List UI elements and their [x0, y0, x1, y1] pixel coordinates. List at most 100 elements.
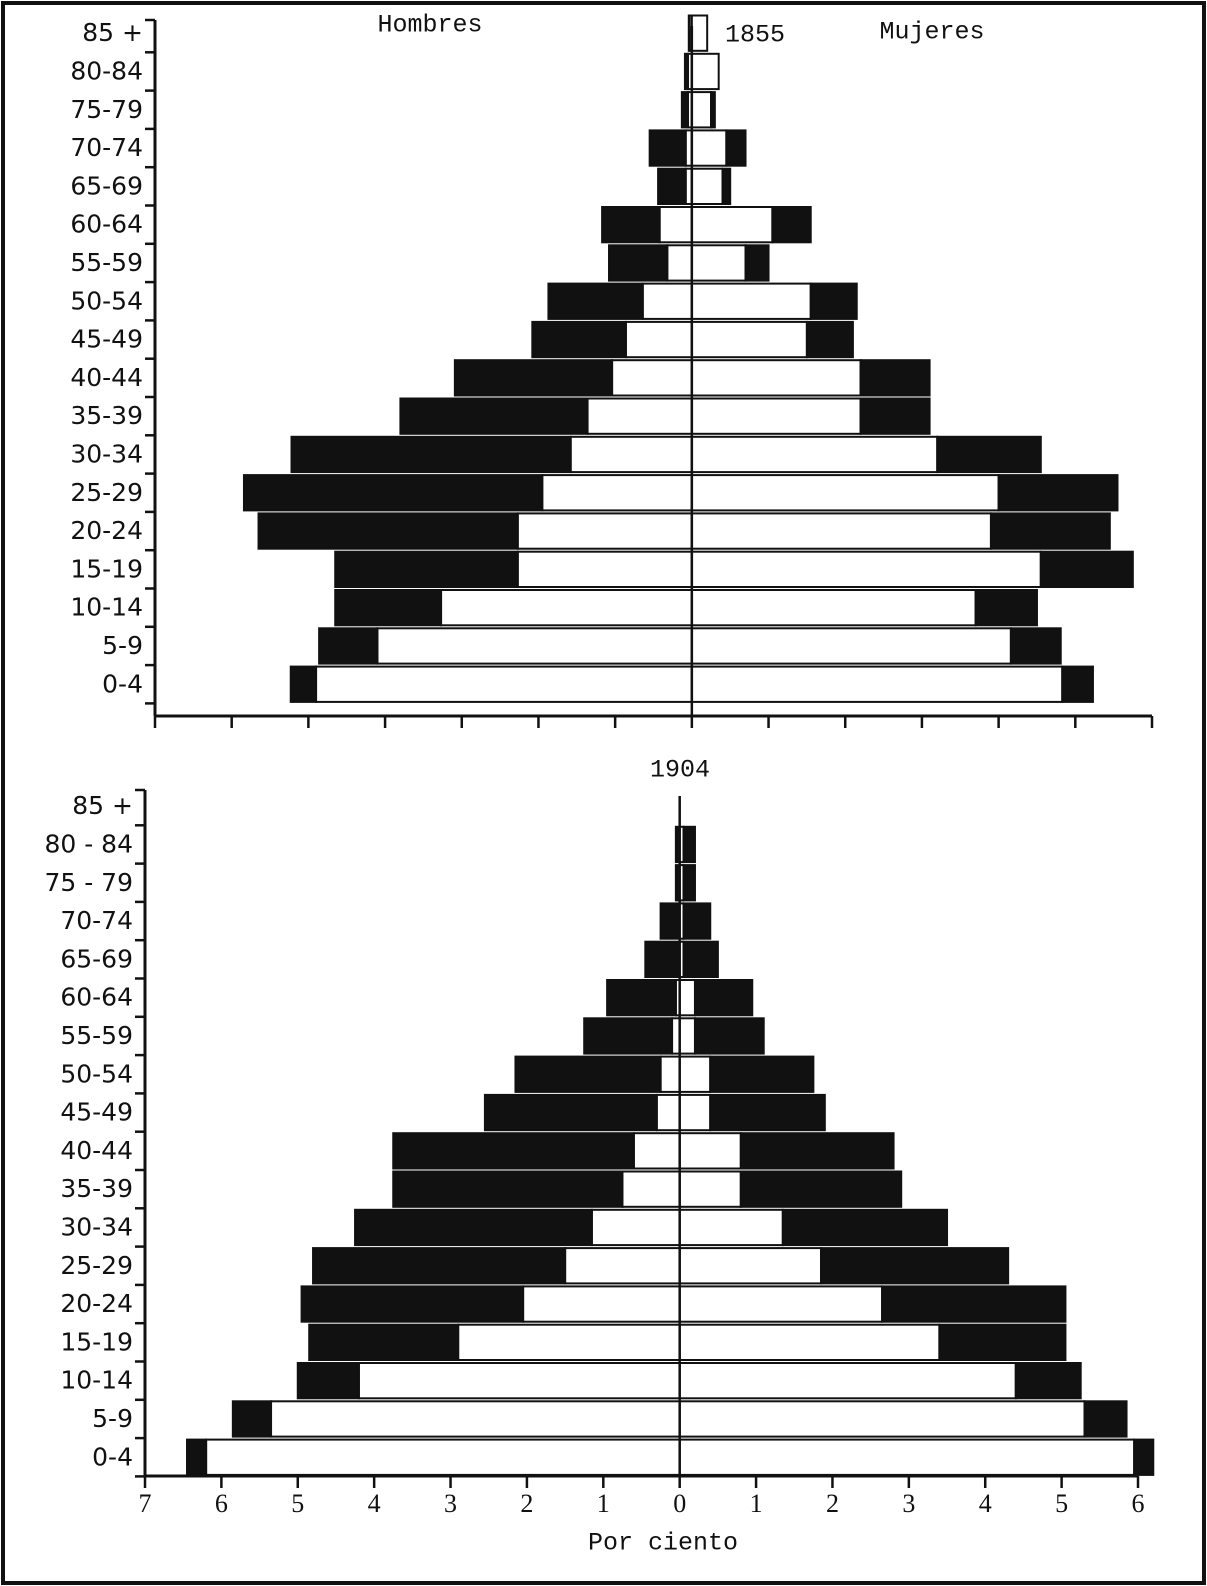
y-tick-label: 50-54	[70, 286, 143, 315]
bar-segment	[997, 474, 1119, 512]
bar-segment	[690, 550, 1042, 589]
bar-segment	[583, 1017, 674, 1055]
bar-segment	[621, 1170, 681, 1208]
x-tick-label: 6	[215, 1489, 228, 1518]
bar-segment	[690, 397, 862, 435]
bar-segment	[657, 167, 687, 205]
bar-segment	[296, 1362, 360, 1400]
bar-segment	[989, 512, 1111, 550]
x-tick-label: 4	[368, 1489, 381, 1518]
y-tick-label: 30-34	[70, 439, 143, 468]
y-tick-label: 75-79	[70, 95, 143, 124]
bar-segment	[690, 206, 774, 244]
bar-segment	[678, 1362, 1017, 1400]
bar-segment	[690, 167, 724, 205]
y-tick-label: 10-14	[60, 1366, 133, 1395]
bar-segment	[678, 1017, 696, 1055]
bar-segment	[693, 1017, 765, 1055]
bar-segment	[666, 244, 693, 282]
bar-segment	[315, 665, 693, 703]
bar-segment	[601, 206, 661, 244]
x-tick-label: 1	[750, 1489, 763, 1518]
y-tick-label: 80 - 84	[44, 829, 133, 858]
bar-segment	[809, 282, 858, 320]
bar-segment	[318, 627, 379, 665]
bar-segment	[606, 979, 677, 1017]
bar-segment	[690, 627, 1012, 665]
x-tick-label: 2	[520, 1489, 533, 1518]
bar-segment	[678, 1438, 1136, 1476]
bar-segment	[334, 550, 519, 589]
y-tick-label: 65-69	[60, 944, 133, 973]
bar-segment	[690, 474, 1000, 512]
bar-segment	[242, 474, 544, 512]
bar-segment	[1014, 1362, 1082, 1400]
bar-segment	[186, 1438, 208, 1476]
bar-segment	[690, 359, 862, 397]
bar-segment	[334, 589, 443, 627]
bar-segment	[678, 1323, 941, 1361]
bar-segment	[710, 91, 716, 129]
chart-title: 1904	[650, 756, 710, 785]
bar-segment	[541, 474, 693, 512]
bar-segment	[690, 320, 808, 359]
bar-segment	[1083, 1400, 1128, 1438]
bar-segment	[721, 167, 732, 205]
bar-segment	[805, 320, 854, 359]
bar-segment	[678, 1247, 823, 1285]
y-tick-label: 5-9	[92, 1404, 133, 1433]
bar-segment	[938, 1323, 1067, 1361]
left-label: Hombres	[377, 11, 482, 40]
bar-segment	[590, 1208, 681, 1247]
x-tick-label: 3	[902, 1489, 915, 1518]
bar-segment	[659, 1055, 681, 1093]
bar-segment	[522, 1285, 681, 1323]
bar-segment	[257, 512, 519, 550]
bar-segment	[300, 1285, 525, 1323]
y-tick-label: 80-84	[70, 56, 143, 85]
y-tick-label: 40-44	[70, 363, 143, 392]
bar-segment	[392, 1170, 624, 1208]
bar-segment	[693, 979, 754, 1017]
bar-segment	[682, 864, 696, 902]
y-tick-label: 0-4	[92, 1442, 133, 1471]
bar-segment	[205, 1438, 681, 1476]
bar-segment	[781, 1208, 949, 1247]
bar-segment	[1133, 1438, 1155, 1476]
y-tick-label: 85 +	[72, 791, 133, 820]
y-tick-label: 45-49	[70, 325, 143, 354]
bar-segment	[516, 512, 693, 550]
y-tick-label: 45-49	[60, 1098, 133, 1127]
bar-segment	[820, 1247, 1010, 1285]
bar-segment	[483, 1093, 658, 1132]
y-tick-label: 75 - 79	[44, 868, 133, 897]
x-tick-label: 6	[1132, 1489, 1145, 1518]
bar-segment	[690, 129, 728, 167]
y-tick-label: 65-69	[70, 171, 143, 200]
bar-segment	[655, 1093, 681, 1132]
bar-segment	[547, 282, 644, 320]
y-tick-label: 10-14	[70, 593, 143, 622]
bar-segment	[690, 244, 747, 282]
bar-segment	[632, 1132, 681, 1170]
bar-segment	[690, 512, 992, 550]
y-tick-label: 30-34	[60, 1212, 133, 1241]
bar-segment	[641, 282, 693, 320]
bar-segment	[974, 589, 1038, 627]
y-tick-label: 20-24	[70, 516, 143, 545]
x-tick-label: 5	[291, 1489, 304, 1518]
bar-segment	[682, 940, 719, 979]
bar-segment	[564, 1247, 681, 1285]
y-tick-label: 70-74	[70, 133, 143, 162]
bar-segment	[440, 589, 693, 627]
x-axis-label: Por ciento	[588, 1529, 738, 1558]
bar-segment	[308, 1323, 460, 1361]
bar-segment	[569, 435, 693, 474]
y-tick-label: 70-74	[60, 906, 133, 935]
bar-segment	[709, 1055, 815, 1093]
y-tick-label: 55-59	[70, 248, 143, 277]
right-label: Mujeres	[879, 18, 984, 47]
bar-segment	[678, 1170, 742, 1208]
bar-segment	[399, 397, 589, 435]
